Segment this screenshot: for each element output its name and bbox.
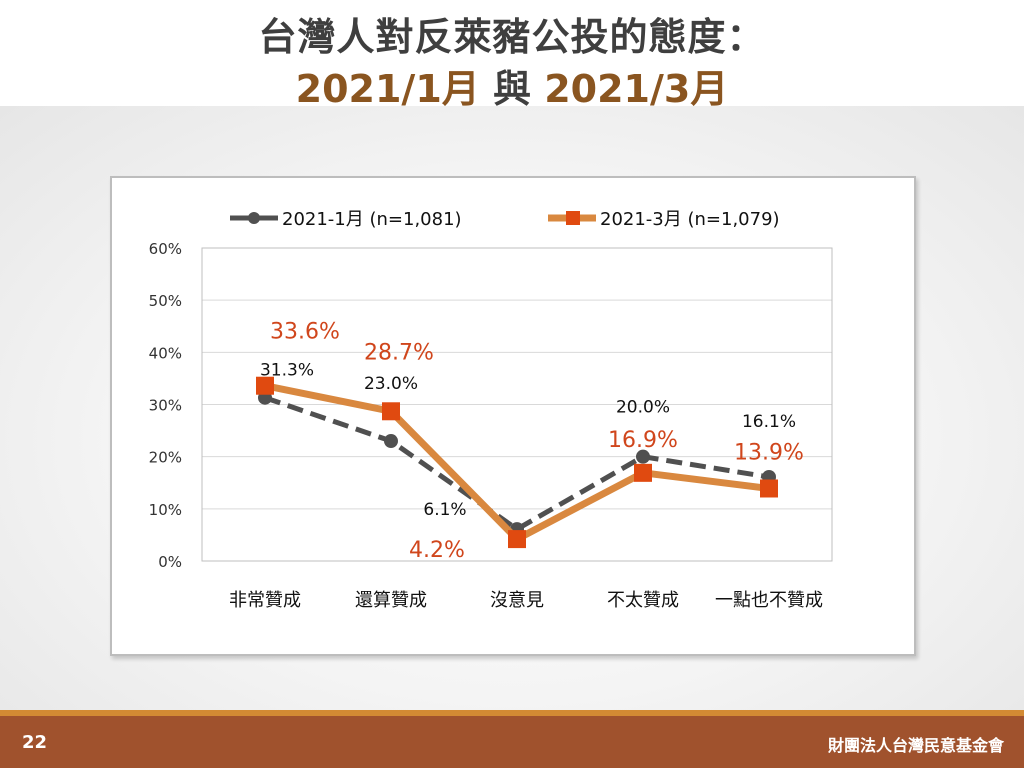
series-jan-point — [384, 434, 398, 449]
slide-subtitle: 2021/1月 與 2021/3月 — [0, 58, 1024, 113]
y-tick-label: 30% — [149, 397, 182, 415]
organization-name: 財團法人台灣民意基金會 — [827, 736, 1004, 755]
page-number: 22 — [22, 732, 48, 753]
title-block: 台灣人對反萊豬公投的態度： 2021/1月 與 2021/3月 — [0, 0, 1024, 111]
plot-area-border — [201, 247, 833, 562]
data-label-mar: 4.2% — [409, 538, 465, 563]
legend-label-mar: 2021-3月 (n=1,079) — [600, 209, 780, 230]
data-label-mar: 16.9% — [608, 428, 678, 453]
data-label-jan: 23.0% — [364, 374, 418, 394]
series-mar-point — [382, 402, 400, 421]
legend-label-jan: 2021-1月 (n=1,081) — [282, 209, 462, 230]
series-mar-point — [256, 376, 274, 395]
x-category-label: 非常贊成 — [229, 590, 301, 611]
footer-bar: 22 財團法人台灣民意基金會 — [0, 716, 1024, 768]
legend-marker-mar — [566, 211, 580, 225]
data-label-mar: 33.6% — [270, 320, 340, 345]
y-tick-label: 50% — [149, 292, 182, 310]
data-label-jan: 20.0% — [616, 398, 670, 418]
y-tick-label: 0% — [158, 553, 182, 571]
series-jan-point — [636, 449, 650, 464]
legend-marker-jan — [248, 212, 260, 224]
subtitle-period-2: 2021/3月 — [544, 67, 729, 111]
slide-title: 台灣人對反萊豬公投的態度： — [258, 15, 766, 59]
series-mar-point — [508, 530, 526, 549]
y-tick-label: 40% — [149, 344, 182, 362]
y-tick-label: 60% — [149, 240, 182, 258]
line-chart: 0% 10% 20% 30% 40% 50% 60% 非常贊成 還算贊成 沒意見 不太贊成 一點也不贊… — [149, 209, 833, 611]
y-tick-label: 10% — [149, 501, 182, 519]
data-label-jan: 31.3% — [260, 361, 314, 381]
series-mar-point — [760, 479, 778, 498]
data-label-mar: 28.7% — [364, 340, 434, 365]
x-category-label: 不太贊成 — [607, 590, 679, 611]
y-tick-label: 20% — [149, 449, 182, 467]
subtitle-period-1: 2021/1月 — [295, 67, 480, 111]
chart-frame: 0% 10% 20% 30% 40% 50% 60% 非常贊成 還算贊成 沒意見 不太贊成 一點也不贊… — [110, 176, 916, 656]
subtitle-connector: 與 — [479, 67, 545, 111]
data-label-jan: 16.1% — [742, 412, 796, 432]
series-mar-point — [634, 463, 652, 482]
x-category-label: 還算贊成 — [355, 590, 427, 611]
data-label-mar: 13.9% — [734, 440, 804, 465]
footer-stripe — [0, 710, 1024, 716]
x-category-label: 沒意見 — [490, 590, 544, 611]
series-line-jan — [264, 395, 770, 532]
x-category-label: 一點也不贊成 — [715, 590, 823, 611]
data-label-jan: 6.1% — [423, 500, 466, 520]
